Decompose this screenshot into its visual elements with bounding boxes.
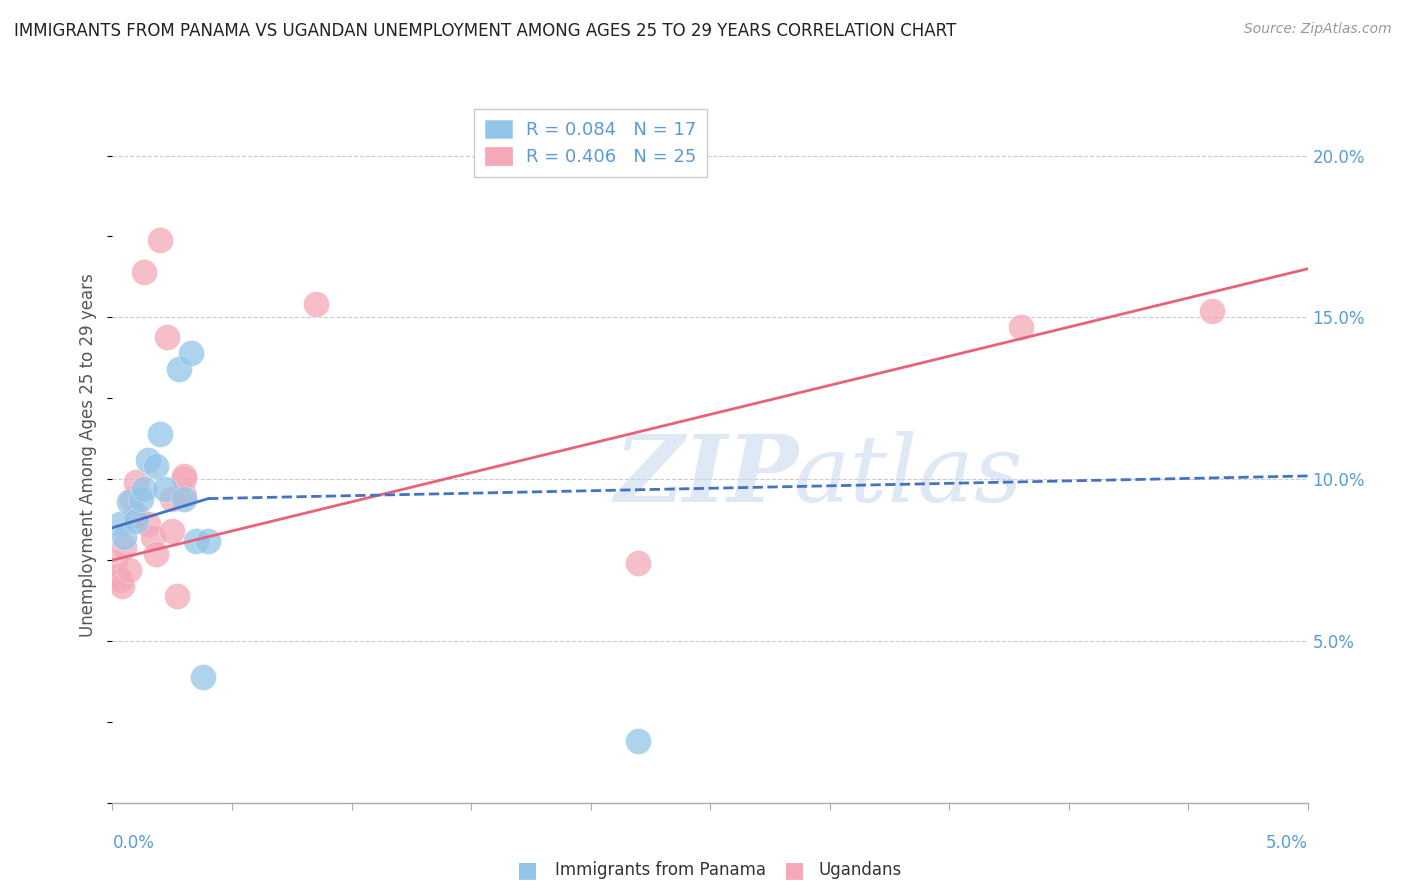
Point [156, 330, 179, 344]
Text: Ugandans: Ugandans [818, 861, 901, 879]
Text: IMMIGRANTS FROM PANAMA VS UGANDAN UNEMPLOYMENT AMONG AGES 25 TO 29 YEARS CORRELA: IMMIGRANTS FROM PANAMA VS UGANDAN UNEMPL… [14, 22, 956, 40]
Text: ZIP: ZIP [614, 431, 799, 521]
Point [304, 297, 326, 311]
Point [108, 573, 131, 587]
Text: atlas: atlas [793, 431, 1024, 521]
Point [173, 491, 195, 506]
Point [1201, 304, 1223, 318]
Point [173, 472, 195, 486]
Legend: R = 0.084   N = 17, R = 0.406   N = 25: R = 0.084 N = 17, R = 0.406 N = 25 [474, 109, 707, 177]
Point [193, 670, 215, 684]
Point [153, 482, 176, 496]
Point [105, 569, 128, 583]
Point [132, 482, 155, 496]
Point [166, 589, 188, 603]
Point [104, 557, 127, 571]
Y-axis label: Unemployment Among Ages 25 to 29 years: Unemployment Among Ages 25 to 29 years [79, 273, 97, 637]
Point [125, 475, 148, 490]
Point [145, 459, 167, 474]
Point [180, 346, 202, 360]
Point [121, 491, 143, 506]
Text: Immigrants from Panama: Immigrants from Panama [555, 861, 766, 879]
Point [627, 734, 650, 748]
Point [108, 517, 131, 532]
Point [114, 531, 135, 545]
Text: ■: ■ [785, 860, 804, 880]
Point [162, 524, 183, 538]
Point [114, 540, 135, 554]
Point [142, 531, 165, 545]
Point [132, 265, 155, 279]
Point [169, 362, 191, 376]
Text: Source: ZipAtlas.com: Source: ZipAtlas.com [1244, 22, 1392, 37]
Point [173, 469, 195, 483]
Point [186, 533, 208, 548]
Point [125, 514, 148, 528]
Text: ■: ■ [517, 860, 537, 880]
Point [138, 517, 160, 532]
Point [138, 452, 160, 467]
Point [627, 557, 650, 571]
Point [149, 426, 172, 441]
Point [162, 491, 183, 506]
Text: 0.0%: 0.0% [112, 834, 155, 852]
Point [125, 508, 148, 522]
Text: 5.0%: 5.0% [1265, 834, 1308, 852]
Point [1010, 320, 1032, 334]
Point [173, 488, 195, 502]
Point [118, 563, 141, 577]
Point [118, 495, 141, 509]
Point [129, 491, 152, 506]
Point [149, 233, 172, 247]
Point [145, 547, 167, 561]
Point [111, 579, 134, 593]
Point [197, 533, 219, 548]
